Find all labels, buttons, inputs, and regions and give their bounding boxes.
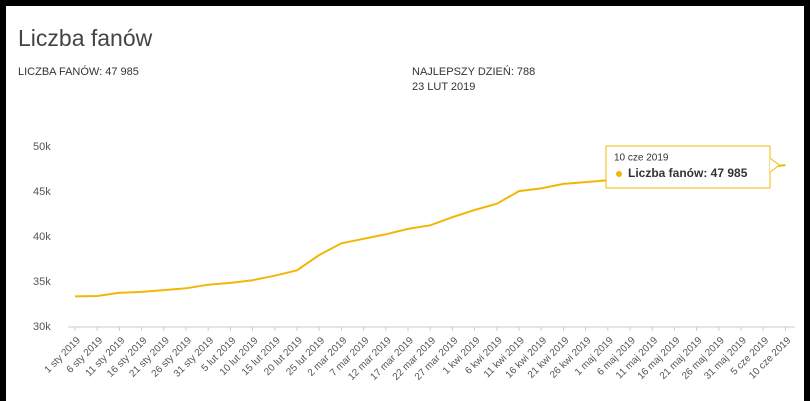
stat: NAJLEPSZY DZIEŃ: 788: [412, 65, 535, 78]
y-tick-label: 35k: [33, 276, 51, 288]
stat: LICZBA FANÓW: 47 985: [18, 65, 139, 78]
tooltip: 10 cze 2019 Liczba fanów: 47 985: [605, 145, 781, 189]
tooltip-arrow: [769, 157, 781, 173]
tooltip-title: 10 cze 2019: [614, 153, 669, 164]
y-tick-label: 50k: [33, 141, 51, 153]
tooltip-text: Liczba fanów: 47 985: [628, 166, 748, 180]
y-tick-label: 30k: [33, 321, 51, 333]
y-tick-label: 45k: [33, 186, 51, 198]
tooltip-dot: [616, 171, 622, 177]
stat-date: 23 LUT 2019: [412, 81, 475, 93]
panel: [6, 6, 804, 401]
chart-title: Liczba fanów: [18, 25, 153, 51]
y-tick-label: 40k: [33, 231, 51, 243]
